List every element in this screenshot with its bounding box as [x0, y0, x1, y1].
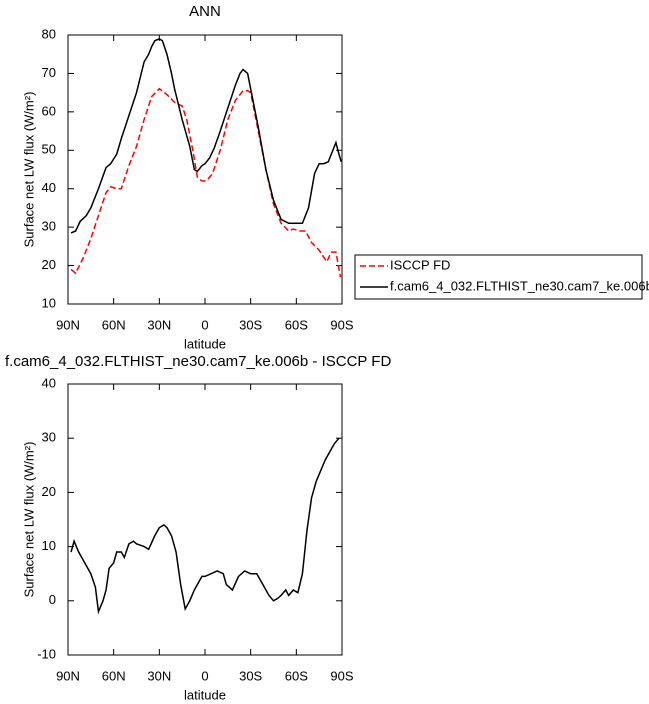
y-tick-label: 10 — [42, 295, 56, 310]
series-line — [70, 437, 340, 615]
series-line — [70, 87, 342, 278]
x-axis-label: latitude — [184, 687, 226, 702]
y-tick-label: 80 — [42, 26, 56, 41]
series-line — [70, 37, 342, 234]
x-axis-label: latitude — [184, 336, 226, 351]
y-tick-label: -10 — [37, 646, 56, 661]
x-tick-label: 30S — [239, 668, 262, 683]
x-tick-label: 60N — [102, 317, 126, 332]
plot-frame — [67, 34, 343, 305]
chart-title: f.cam6_4_032.FLTHIST_ne30.cam7_ke.006b -… — [5, 353, 391, 370]
y-tick-label: 10 — [42, 538, 56, 553]
x-tick-label: 30N — [147, 317, 171, 332]
legend-box — [354, 254, 643, 300]
x-tick-label: 60S — [285, 317, 308, 332]
x-tick-label: 30S — [239, 317, 262, 332]
y-tick-label: 40 — [42, 180, 56, 195]
x-tick-label: 90S — [330, 317, 353, 332]
y-tick-label: 40 — [42, 375, 56, 390]
x-tick-label: 90N — [56, 317, 80, 332]
y-tick-label: 30 — [42, 430, 56, 445]
legend-label: f.cam6_4_032.FLTHIST_ne30.cam7_ke.006b — [390, 278, 649, 293]
plot-frame — [67, 383, 343, 656]
y-tick-label: 0 — [49, 592, 56, 607]
y-tick-label: 50 — [42, 142, 56, 157]
x-tick-label: 60S — [285, 668, 308, 683]
legend-label: ISCCP FD — [390, 257, 450, 272]
chart-title: ANN — [189, 3, 221, 20]
y-tick-label: 60 — [42, 103, 56, 118]
y-axis-label: Surface net LW flux (W/m²) — [21, 442, 36, 598]
x-tick-label: 90S — [330, 668, 353, 683]
y-tick-label: 70 — [42, 65, 56, 80]
x-tick-label: 0 — [201, 668, 208, 683]
x-tick-label: 0 — [201, 317, 208, 332]
x-tick-label: 30N — [147, 668, 171, 683]
y-axis-label: Surface net LW flux (W/m²) — [21, 92, 36, 248]
x-tick-label: 60N — [102, 668, 126, 683]
y-tick-label: 30 — [42, 219, 56, 234]
y-tick-label: 20 — [42, 484, 56, 499]
y-tick-label: 20 — [42, 257, 56, 272]
x-tick-label: 90N — [56, 668, 80, 683]
